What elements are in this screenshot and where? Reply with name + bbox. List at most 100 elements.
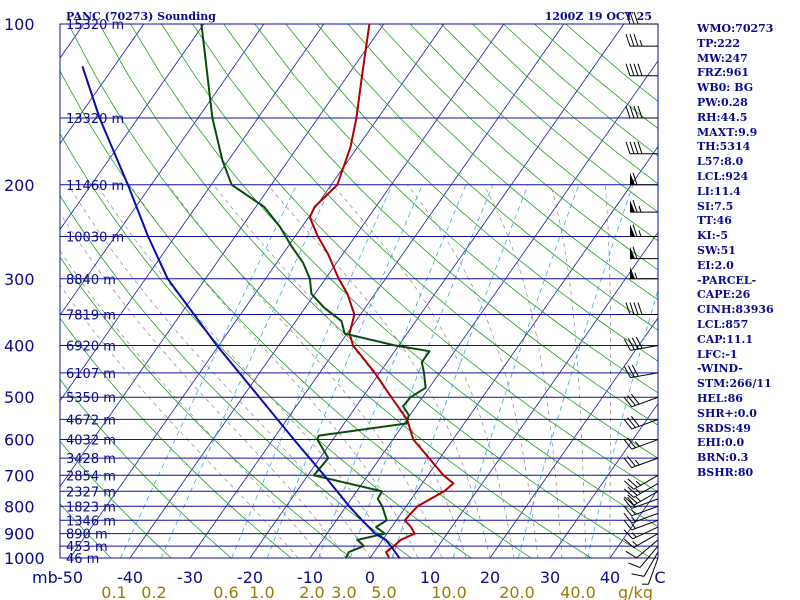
barb-staff xyxy=(636,539,659,559)
barb-flag xyxy=(627,417,636,428)
barb-flag xyxy=(623,505,633,517)
barb-flag xyxy=(623,512,633,524)
height-label: 7819 m xyxy=(66,309,116,324)
pressure-label: 500 xyxy=(4,388,35,407)
barb-flag xyxy=(637,105,643,119)
mixing-ratio-tick-label: 20.0 xyxy=(499,583,535,600)
barb-flag xyxy=(637,302,643,315)
pressure-label: 1000 xyxy=(4,549,45,568)
dry-adiabat-line xyxy=(161,24,658,493)
index-item: LI:11.4 xyxy=(697,184,741,198)
barb-flag xyxy=(627,494,638,504)
barb-flag xyxy=(625,550,637,559)
wind-barb xyxy=(625,141,658,155)
barb-flag xyxy=(633,11,639,25)
wind-barb xyxy=(625,105,658,119)
barb-flag xyxy=(630,415,640,427)
temperature-tick-label: -20 xyxy=(237,568,263,587)
dry-adiabat-line xyxy=(99,24,652,558)
sounding-profiles xyxy=(81,24,455,558)
wind-barb xyxy=(631,551,659,577)
height-label: 3428 m xyxy=(66,452,116,467)
dry-adiabat-line xyxy=(60,195,412,558)
barb-flag xyxy=(623,519,633,531)
barb-flag xyxy=(623,480,635,490)
wind-barb xyxy=(623,490,659,506)
barb-flag xyxy=(635,336,643,349)
mixing-ratio-tick-label: 5.0 xyxy=(371,583,396,600)
pressure-label: 800 xyxy=(4,497,35,516)
barb-half-flag xyxy=(634,272,638,279)
index-item: HEL:86 xyxy=(697,391,743,405)
height-label: 11460 m xyxy=(66,179,124,194)
barb-flag xyxy=(629,141,635,154)
index-item: SW:51 xyxy=(697,243,736,257)
barb-staff xyxy=(639,545,659,568)
moist-adiabat-line xyxy=(129,184,419,558)
wind-barb xyxy=(623,415,659,430)
barb-staff xyxy=(633,482,659,498)
barb-flag xyxy=(633,302,639,315)
height-label: 15320 m xyxy=(66,18,124,33)
barb-flag xyxy=(631,573,645,577)
barb-flag xyxy=(627,486,638,496)
barb-flag xyxy=(637,141,643,154)
temperature-tick-label: -10 xyxy=(297,568,323,587)
barb-flag xyxy=(623,339,631,351)
temperature-profile xyxy=(308,24,455,558)
index-item: -PARCEL- xyxy=(697,273,757,287)
mixing-ratio-tick-label: 2.0 xyxy=(299,583,324,600)
temperature-tick-label: 20 xyxy=(480,568,500,587)
wind-barb xyxy=(625,539,659,559)
barb-flag xyxy=(629,302,635,315)
wind-barb xyxy=(623,505,659,517)
barb-pennant xyxy=(630,246,635,259)
height-label: 1823 m xyxy=(66,500,116,515)
moist-adiabat-line xyxy=(167,184,443,558)
barb-half-flag xyxy=(639,39,643,47)
wind-barb xyxy=(623,336,659,351)
height-label: 10030 m xyxy=(66,230,124,245)
barb-flag xyxy=(623,396,633,408)
temperature-tick-label: -30 xyxy=(177,568,203,587)
barb-flag xyxy=(623,457,633,468)
isotherm-line xyxy=(129,24,505,558)
index-item: SRDS:49 xyxy=(697,421,751,435)
isotherm-line xyxy=(60,24,265,316)
x-axis-unit-label: mb xyxy=(32,568,58,587)
mixing-ratio-line xyxy=(160,184,333,558)
barb-pennant xyxy=(630,266,635,279)
wind-barb xyxy=(642,557,659,585)
moist-adiabat-line xyxy=(406,184,539,558)
barb-flag xyxy=(628,562,641,569)
height-label: 6920 m xyxy=(66,340,116,355)
index-item: TH:5314 xyxy=(697,140,751,154)
mixing-ratio-line xyxy=(120,184,298,558)
moist-adiabat-line xyxy=(267,184,491,558)
barb-half-flag xyxy=(635,496,642,502)
wind-barb xyxy=(625,33,658,47)
mixing-ratio-tick-label: 10.0 xyxy=(431,583,467,600)
barb-flag xyxy=(631,337,639,350)
barb-flag xyxy=(629,63,635,76)
wind-barb xyxy=(623,474,659,490)
barb-flag xyxy=(627,395,636,406)
wind-barb xyxy=(630,266,658,280)
index-item: MW:247 xyxy=(697,51,748,65)
index-item: EI:2.0 xyxy=(697,258,734,272)
mixing-ratio-tick-label: 40.0 xyxy=(560,583,596,600)
barb-half-flag xyxy=(635,480,642,486)
barb-flag xyxy=(623,488,635,498)
background-grid xyxy=(60,24,658,558)
height-label: 1346 m xyxy=(66,514,116,529)
index-item: SHR+:0.0 xyxy=(697,406,757,420)
mixing-ratio-tick-label: 1.0 xyxy=(249,583,274,600)
wind-barb xyxy=(630,224,658,237)
index-item: LCL:857 xyxy=(697,317,749,331)
temperature-tick-label: 40 xyxy=(600,568,620,587)
barb-staff xyxy=(631,439,659,450)
barb-flag xyxy=(632,246,638,259)
mixing-ratio-line xyxy=(391,184,529,558)
index-item: MAXT:9.9 xyxy=(697,125,758,139)
pressure-label: 300 xyxy=(4,270,35,289)
